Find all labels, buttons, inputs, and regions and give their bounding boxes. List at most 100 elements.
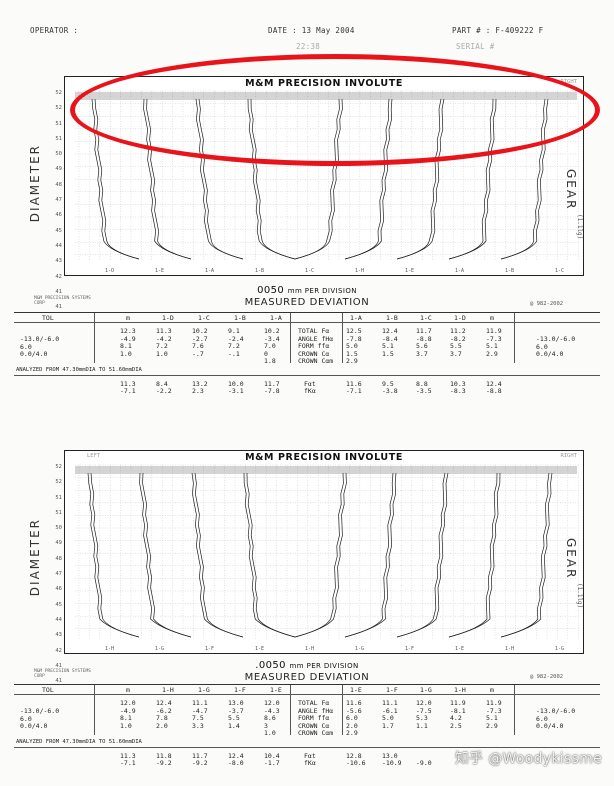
- parameter-label: TOTAL Fα: [298, 327, 330, 335]
- profile-trace: [142, 472, 192, 638]
- table-cell: -.1: [228, 349, 240, 358]
- y-tick-label: 50: [55, 151, 62, 158]
- fwt-cell: -9.2: [192, 759, 208, 767]
- fwt-cell: -3.8: [382, 387, 398, 395]
- table-cell: 11.9: [486, 699, 502, 707]
- x-tick-label: 1-O: [105, 268, 114, 274]
- profile-trace: [91, 98, 140, 260]
- x-tick-label: 1-C: [305, 268, 314, 274]
- table-cell: 2.9: [486, 721, 498, 730]
- y-tick-label: 44: [55, 242, 62, 249]
- table-cell: -4.9: [120, 706, 136, 715]
- table-cell: 11.1: [192, 699, 208, 707]
- table-cell: -8.4: [382, 334, 398, 343]
- table-cell: -2.7: [192, 334, 208, 343]
- table-cell: -3.4: [264, 334, 280, 343]
- table-cell: -6.1: [382, 706, 398, 715]
- table-cell: -4.3: [264, 706, 280, 715]
- fwt-cell: -8.3: [450, 387, 466, 395]
- y-tick-label: 50: [55, 525, 62, 532]
- y-tick-label: 43: [55, 632, 62, 639]
- column-header: m: [126, 686, 130, 694]
- table-cell: 1.0: [156, 349, 168, 358]
- table-divider: [514, 685, 515, 735]
- table-cell: -7.8: [346, 334, 362, 343]
- manufacturer-logo: M&M PRECISION SYSTEMS CORP: [34, 669, 91, 679]
- parameter-label: CROWN Cα: [298, 721, 330, 730]
- chart-title: M&M PRECISION INVOLUTE: [245, 452, 403, 463]
- fwt-cell: 13.0: [382, 752, 398, 760]
- unit-prefix: 0050: [257, 285, 285, 296]
- table-cell: 2.9: [486, 349, 498, 358]
- table-cell: 11.9: [450, 699, 466, 707]
- x-tick-label: 1-F: [405, 646, 414, 652]
- column-header: 1-E: [350, 686, 362, 694]
- table-cell: -7.5: [416, 706, 432, 715]
- table-cell: 11.3: [156, 327, 172, 335]
- table-cell: 2.9: [346, 729, 358, 737]
- watermark: 知乎 @Woodykissme: [454, 751, 602, 767]
- table-cell: 5.3: [416, 714, 428, 722]
- table-cell: 2.0: [156, 721, 168, 730]
- chart-code: @ 982-2002: [530, 301, 564, 307]
- parameter-label: CROWN Cαm: [298, 357, 334, 365]
- fwt-cell: 11.8: [156, 752, 172, 760]
- profile-trace: [191, 472, 244, 638]
- y-tick-label: 51: [55, 494, 62, 501]
- table-divider: [514, 313, 515, 363]
- y-tick-label: 52: [55, 105, 62, 112]
- table-cell: -8.8: [416, 334, 432, 343]
- fwt-cell: 12.8: [346, 752, 362, 760]
- tol-value: -13.0/-6.0: [20, 707, 60, 715]
- profile-trace: [448, 472, 501, 638]
- column-header: 1-C: [198, 314, 210, 322]
- table-cell: 11.9: [486, 327, 502, 335]
- table-cell: 6.0: [346, 714, 358, 722]
- y-tick-label: 49: [55, 166, 62, 173]
- column-header: 1-F: [234, 686, 246, 694]
- table-cell: -8.2: [450, 334, 466, 343]
- table-cell: 1.0: [120, 721, 132, 730]
- y-tick-label: 45: [55, 601, 62, 608]
- fwt-cell: -3.5: [416, 387, 432, 395]
- fwt-cell: 10.3: [450, 380, 466, 388]
- fwt-cell: 2.3: [192, 387, 204, 395]
- tol-value: 6.0: [536, 714, 548, 723]
- parameter-label: TOTAL Fα: [298, 699, 330, 707]
- table-cell: 8.1: [120, 342, 132, 350]
- unit-text: mm PER DIVISION: [287, 287, 357, 295]
- y-tick-label: 41: [55, 288, 62, 295]
- involute-chart: 1-H 1-G 1-F 1-E 1-H 1-G 1-F 1-E 1-H 1-G M&M PRECI…: [64, 450, 584, 654]
- table-cell: -7.3: [486, 334, 502, 343]
- profile-trace: [194, 472, 244, 638]
- table-cell: 1.8: [264, 357, 276, 365]
- table-cell: 7.5: [192, 714, 204, 722]
- fwt-cell: -7.1: [346, 387, 362, 395]
- fwt-cell: -7.1: [120, 387, 136, 395]
- table-cell: 0: [264, 349, 268, 358]
- parameter-label: CROWN Cα: [298, 349, 330, 358]
- fwt-cell: 10.4: [264, 752, 280, 760]
- table-cell: 11.7: [416, 327, 432, 335]
- table-cell: 1.5: [382, 349, 394, 358]
- x-tick-label: 1-G: [555, 646, 564, 652]
- y-tick-label: 41: [55, 662, 62, 669]
- fwt-cell: -10.9: [382, 759, 402, 767]
- table-rule: [14, 747, 600, 748]
- y-tick-label: 47: [55, 197, 62, 204]
- grid: [75, 464, 579, 639]
- y-tick-label: 46: [55, 586, 62, 593]
- y-tick-label: 51: [55, 509, 62, 516]
- tol-value: 6.0: [20, 342, 32, 351]
- fwt-cell: -1.7: [264, 759, 280, 767]
- table-cell: -7.3: [486, 706, 502, 715]
- table-cell: -2.4: [228, 334, 244, 343]
- tol-value: 0.0/4.0: [20, 722, 48, 730]
- table-cell: 5.0: [382, 714, 394, 722]
- fwt-parameter: fKα: [304, 387, 316, 395]
- table-cell: 11.2: [450, 327, 466, 335]
- y-tick-label: 46: [55, 212, 62, 219]
- column-header: 1-F: [386, 686, 398, 694]
- fwt-cell: -2.2: [156, 387, 172, 395]
- table-cell: 11.6: [346, 699, 362, 707]
